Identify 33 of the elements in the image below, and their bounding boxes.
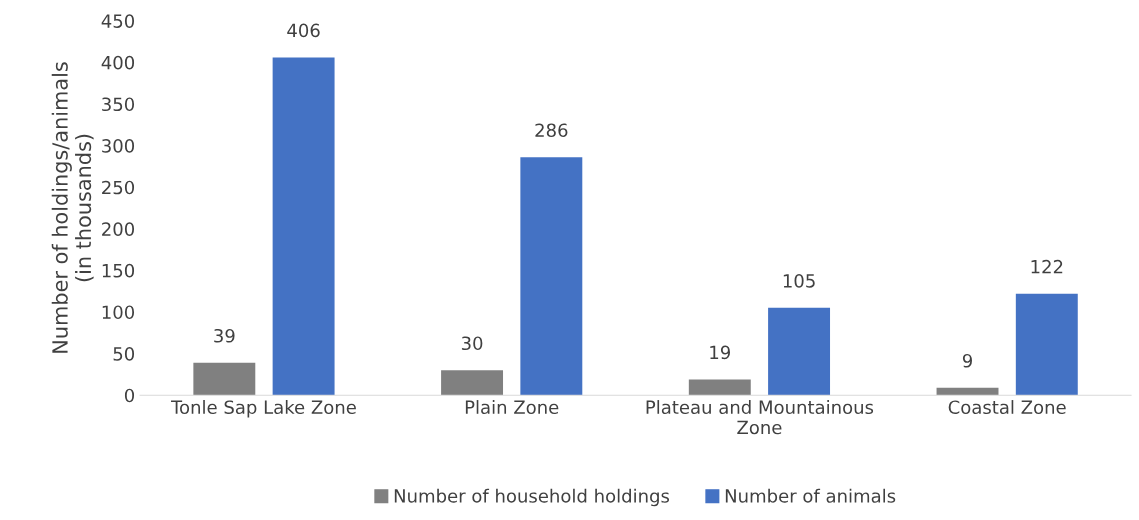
bar	[688, 379, 751, 396]
y-tick-label: 100	[102, 305, 135, 320]
data-label: 19	[710, 345, 731, 360]
y-tick-label: 400	[101, 55, 135, 70]
y-tick-label: 450	[101, 14, 135, 28]
data-label: 39	[214, 328, 235, 343]
y-tick-label: 300	[102, 139, 135, 153]
x-tick-label: Plain Zone	[465, 400, 559, 415]
bar	[1015, 293, 1078, 396]
bar	[520, 157, 583, 396]
bar	[193, 362, 256, 396]
y-tick-label: 0	[124, 388, 135, 403]
y-tick-label: 150	[102, 263, 135, 278]
x-tick-label: Tonle Sap Lake Zone	[171, 400, 356, 418]
data-label: 406	[287, 23, 320, 38]
data-label: 286	[535, 123, 568, 138]
bar	[441, 370, 504, 396]
data-label: 105	[783, 274, 815, 288]
data-label: 30	[461, 336, 483, 351]
y-tick-label: 200	[102, 222, 135, 236]
x-tick-label: Coastal Zone	[948, 400, 1066, 415]
legend-label: Number of household holdings	[394, 488, 670, 507]
y-tick-label: 250	[102, 180, 135, 195]
bar	[936, 387, 999, 396]
data-label: 9	[962, 353, 972, 368]
legend-label: Number of animals	[725, 488, 896, 503]
bar	[768, 307, 831, 396]
y-axis-title: Number of holdings/animals (in thousands)	[51, 62, 94, 353]
data-label: 122	[1031, 259, 1063, 274]
y-tick-label: 350	[102, 97, 135, 112]
bar	[272, 57, 335, 396]
y-tick-label: 50	[113, 347, 135, 361]
x-tick-label: Plateau and Mountainous Zone	[646, 400, 874, 435]
